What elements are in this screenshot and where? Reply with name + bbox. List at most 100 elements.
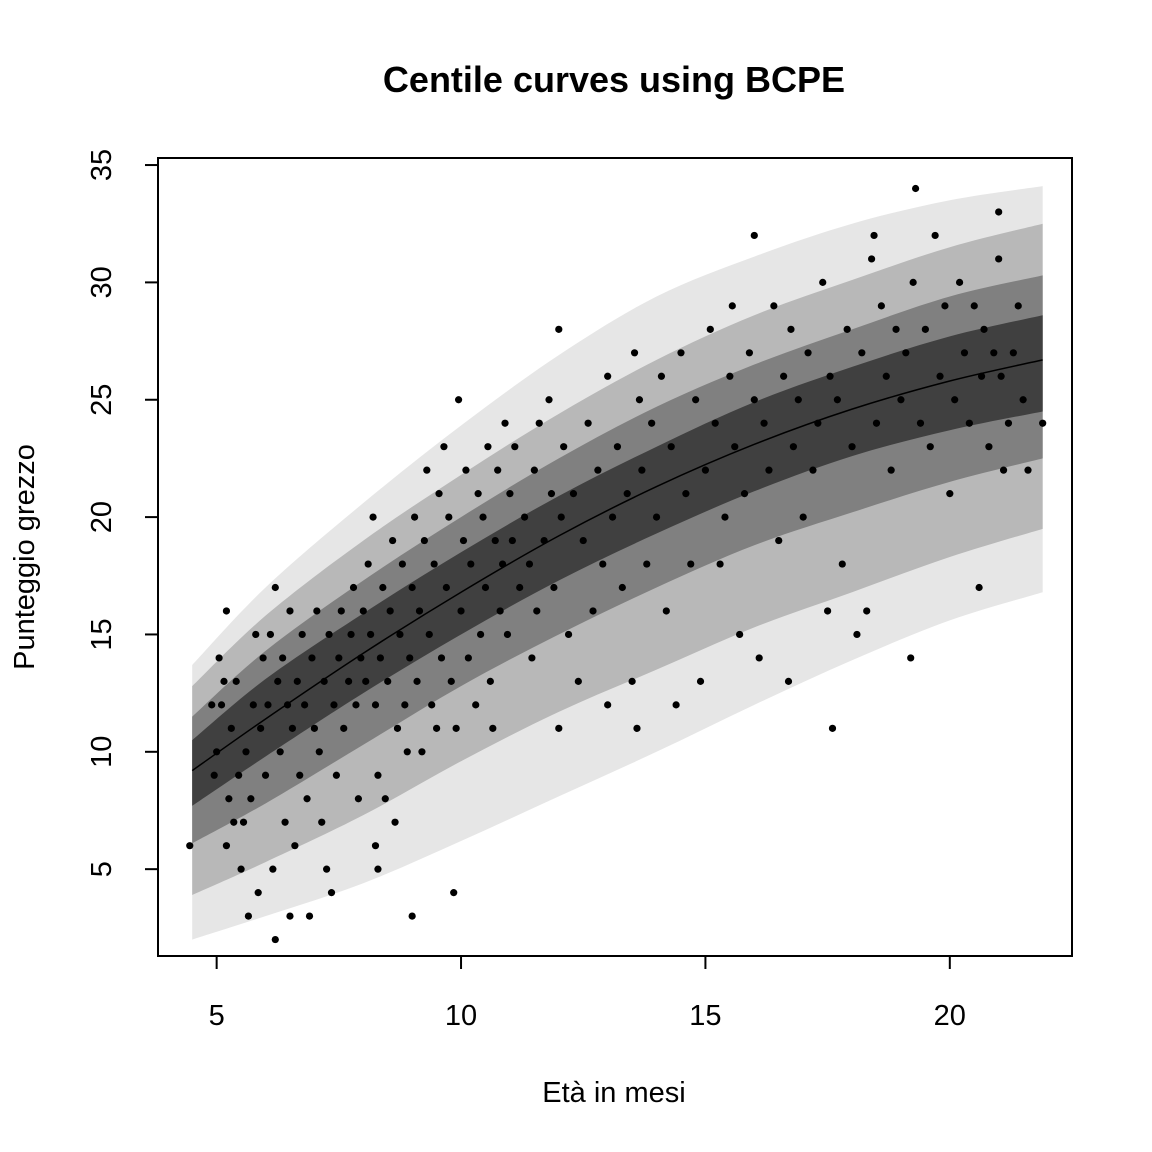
data-point xyxy=(931,231,939,240)
data-point xyxy=(476,630,485,639)
data-point xyxy=(420,536,428,545)
data-point xyxy=(990,349,998,357)
data-point xyxy=(787,325,795,333)
data-point xyxy=(608,513,617,521)
data-point xyxy=(489,724,497,732)
data-point xyxy=(349,583,358,592)
data-point xyxy=(271,583,279,592)
data-point xyxy=(247,795,255,803)
data-point xyxy=(230,818,238,826)
data-point xyxy=(545,396,553,404)
data-point xyxy=(726,372,734,380)
data-point xyxy=(887,466,895,474)
data-point xyxy=(235,771,243,779)
data-point xyxy=(274,677,282,685)
data-point xyxy=(442,583,450,592)
data-point xyxy=(266,630,275,639)
data-point xyxy=(374,865,382,873)
data-point xyxy=(354,795,362,803)
x-axis: 5 10 15 20 xyxy=(209,955,966,1032)
centile-band-4 xyxy=(192,315,1043,806)
x-tick-label: 10 xyxy=(445,1000,477,1032)
data-point xyxy=(315,748,323,756)
data-point xyxy=(618,583,626,592)
data-point xyxy=(330,701,338,709)
data-point xyxy=(508,536,516,545)
data-point xyxy=(381,795,389,803)
data-point xyxy=(308,654,316,662)
data-point xyxy=(657,372,666,380)
data-point xyxy=(215,654,223,662)
data-point xyxy=(261,771,270,779)
data-point xyxy=(560,443,568,451)
data-point xyxy=(305,912,314,920)
data-point xyxy=(503,630,512,639)
data-point xyxy=(902,349,910,357)
data-point xyxy=(440,443,448,451)
data-point xyxy=(359,607,367,615)
data-point xyxy=(716,560,724,568)
data-point xyxy=(799,513,807,521)
data-point xyxy=(259,654,267,662)
data-point xyxy=(406,654,414,662)
data-point xyxy=(222,607,231,615)
data-point xyxy=(376,654,384,662)
data-point xyxy=(721,513,729,521)
data-point xyxy=(528,654,536,662)
data-point xyxy=(736,630,744,639)
data-point xyxy=(814,419,822,427)
data-point xyxy=(481,583,490,592)
data-point xyxy=(491,536,499,545)
data-point xyxy=(232,677,240,685)
data-point xyxy=(371,701,380,709)
data-point xyxy=(564,630,573,639)
data-point xyxy=(750,396,758,404)
median-curve xyxy=(191,359,1043,772)
data-point xyxy=(550,583,558,592)
data-point xyxy=(506,490,514,498)
y-tick-label: 15 xyxy=(86,618,118,650)
data-point xyxy=(425,630,433,639)
data-point xyxy=(630,349,639,357)
data-point xyxy=(995,208,1003,216)
chart-title: Centile curves using BCPE xyxy=(383,59,845,100)
data-point xyxy=(242,748,250,756)
data-point xyxy=(433,724,441,732)
data-point xyxy=(1019,396,1027,404)
data-point xyxy=(249,701,257,709)
data-point xyxy=(557,513,565,521)
data-point xyxy=(332,771,340,779)
data-point xyxy=(445,513,453,521)
data-point xyxy=(1004,419,1013,427)
x-tick-label: 20 xyxy=(934,1000,966,1032)
data-point xyxy=(462,466,470,474)
data-point xyxy=(863,607,871,615)
data-point xyxy=(951,396,959,404)
data-point xyxy=(838,560,846,568)
x-tick-label: 15 xyxy=(689,1000,721,1032)
data-point xyxy=(347,630,355,639)
data-point xyxy=(599,560,607,568)
data-point xyxy=(999,466,1008,474)
data-point xyxy=(447,677,455,685)
data-point xyxy=(701,466,710,474)
data-point xyxy=(498,560,507,568)
data-point xyxy=(467,560,475,568)
data-point xyxy=(252,630,260,639)
data-point xyxy=(965,419,973,427)
data-point xyxy=(755,654,763,662)
data-point xyxy=(472,701,480,709)
data-point xyxy=(452,724,460,732)
median-curve-layer xyxy=(191,359,1043,772)
data-point xyxy=(921,325,929,333)
data-point xyxy=(474,490,482,498)
data-point xyxy=(437,654,446,662)
data-point xyxy=(828,724,837,732)
data-point xyxy=(858,349,866,357)
data-point xyxy=(435,490,443,498)
data-point xyxy=(750,231,758,240)
data-point xyxy=(479,513,487,521)
data-point xyxy=(403,748,411,756)
data-point xyxy=(239,818,248,826)
